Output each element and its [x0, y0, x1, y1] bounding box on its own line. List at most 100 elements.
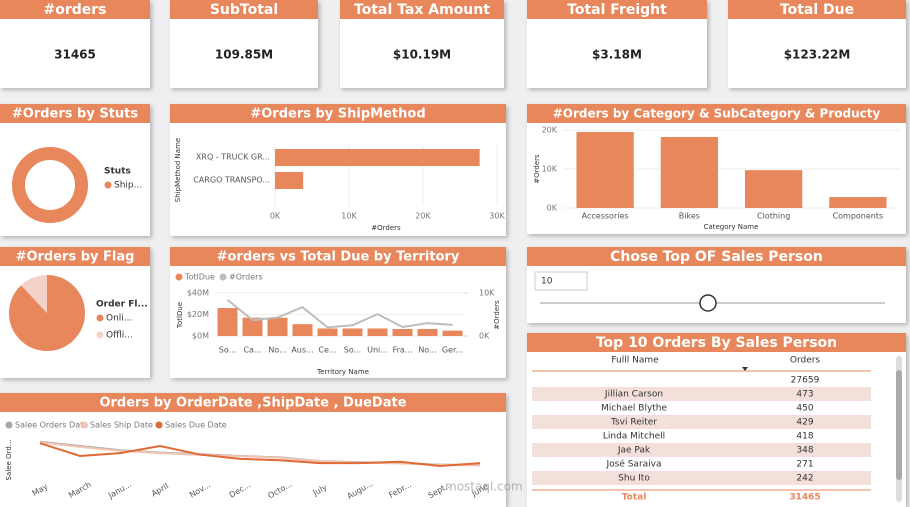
- bar: [660, 137, 719, 208]
- panel: [170, 104, 506, 236]
- y-axis-label: TotlDue: [176, 302, 184, 329]
- y-tick-label: $0M: [192, 332, 209, 341]
- legend-label: Ship...: [114, 181, 142, 191]
- slider-handle[interactable]: [699, 294, 717, 312]
- legend-title: Stuts: [104, 167, 131, 177]
- y-tick-label: 20K: [542, 126, 558, 135]
- x-tick-label: No...: [418, 346, 436, 355]
- total-value: 31465: [789, 493, 820, 503]
- x-tick-label: Ce...: [318, 346, 336, 355]
- x-tick-label: Fra...: [393, 346, 413, 355]
- cell-orders: 242: [796, 474, 813, 484]
- x-axis-label: Territory Name: [316, 368, 369, 376]
- panel-title: #Orders by Category & SubCategory & Prod…: [553, 107, 881, 121]
- panel-header: [0, 104, 150, 123]
- bar: [292, 324, 313, 336]
- legend-marker: [175, 273, 183, 281]
- x-tick-label: Bikes: [679, 212, 700, 221]
- table-row: [532, 387, 871, 401]
- panel-title: Top 10 Orders By Sales Person: [596, 335, 837, 351]
- cell-name: Jae Pak: [617, 446, 651, 456]
- x-tick-label: Ca...: [243, 346, 261, 355]
- legend-label: Sales Ship Date: [90, 421, 153, 430]
- cell-orders: 473: [796, 390, 813, 400]
- card-value: $10.19M: [393, 48, 451, 62]
- x-tick-label: 10K: [341, 212, 357, 221]
- column-header: Orders: [790, 356, 821, 366]
- cell-orders: 418: [796, 432, 813, 442]
- cell-name: Linda Mitchell: [603, 432, 665, 442]
- cell-name: Michael Blythe: [601, 404, 668, 414]
- bar: [744, 170, 803, 208]
- bar: [442, 330, 463, 336]
- panel-title: Orders by OrderDate ,ShipDate , DueDate: [99, 396, 406, 411]
- panel-header: [527, 0, 707, 19]
- panel-title: #orders vs Total Due by Territory: [217, 250, 460, 265]
- table-row: [532, 443, 871, 457]
- panel-title: Total Due: [780, 2, 854, 18]
- x-tick-label: So...: [344, 346, 361, 355]
- panel-header: [527, 104, 906, 123]
- panel-header: [0, 393, 506, 412]
- x-tick-label: Ger...: [442, 346, 463, 355]
- cell-orders: 429: [796, 418, 813, 428]
- legend-marker: [96, 331, 104, 339]
- legend-marker: [80, 421, 88, 429]
- x-tick-label: Components: [833, 212, 884, 221]
- bar: [417, 329, 438, 336]
- x-tick-label: No...: [268, 346, 286, 355]
- table-row: [532, 457, 871, 471]
- panel-title: Chose Top OF Sales Person: [610, 249, 823, 265]
- slice: [12, 147, 88, 223]
- sort-icon[interactable]: [742, 367, 748, 371]
- cell-name: Tsvi Reiter: [610, 418, 657, 428]
- panel-header: [170, 104, 506, 123]
- legend-label: #Orders: [229, 273, 263, 282]
- legend-title: Order Fl...: [96, 300, 148, 310]
- panel-header: [527, 333, 906, 352]
- y2-tick-label: 0K: [479, 332, 490, 341]
- slicer-value: 10: [541, 277, 553, 287]
- scroll-thumb[interactable]: [896, 370, 902, 480]
- panel-header: [170, 247, 506, 266]
- slicer-input[interactable]: [534, 271, 588, 291]
- x-axis-label: #Orders: [371, 224, 401, 232]
- y-tick-label: $20M: [187, 310, 209, 319]
- y-axis-label: #Orders: [533, 154, 541, 184]
- x-tick-label: Aus...: [291, 346, 313, 355]
- legend-label: Offli...: [106, 331, 133, 341]
- panel-title: #Orders by Flag: [16, 250, 135, 265]
- slice: [9, 275, 85, 351]
- panel-title: #Orders by ShipMethod: [250, 107, 425, 122]
- line: [39, 442, 481, 468]
- legend-marker: [219, 273, 227, 281]
- y2-axis-label: #Orders: [493, 300, 501, 330]
- legend-marker: [104, 181, 112, 189]
- bar: [576, 131, 634, 208]
- column-header: Fulll Name: [611, 356, 659, 366]
- legend-label: Sales Due Date: [165, 421, 227, 430]
- cell-orders: 450: [796, 404, 813, 414]
- cell-orders: 348: [796, 446, 813, 456]
- legend-marker: [5, 421, 13, 429]
- panel-title: #orders: [43, 2, 106, 18]
- bar: [317, 328, 338, 336]
- x-tick-label: Accessories: [582, 212, 629, 221]
- table-row: [532, 429, 871, 443]
- bar: [242, 317, 263, 336]
- y-axis-label: ShipMethod Name: [174, 138, 182, 202]
- panel-header: [0, 247, 150, 266]
- bar: [275, 149, 480, 166]
- bar: [829, 197, 887, 208]
- y-axis-label: Salee Ord...: [5, 440, 13, 481]
- line: [39, 441, 481, 467]
- y-tick-label: $40M: [187, 289, 209, 298]
- y-tick-label: XRQ - TRUCK GR...: [196, 153, 270, 162]
- table-row: [532, 401, 871, 415]
- y2-tick-label: 10K: [479, 289, 495, 298]
- legend-label: Salee Orders Date: [15, 421, 88, 430]
- bar: [392, 329, 413, 336]
- bar: [275, 172, 304, 189]
- card-value: $123.22M: [784, 48, 851, 62]
